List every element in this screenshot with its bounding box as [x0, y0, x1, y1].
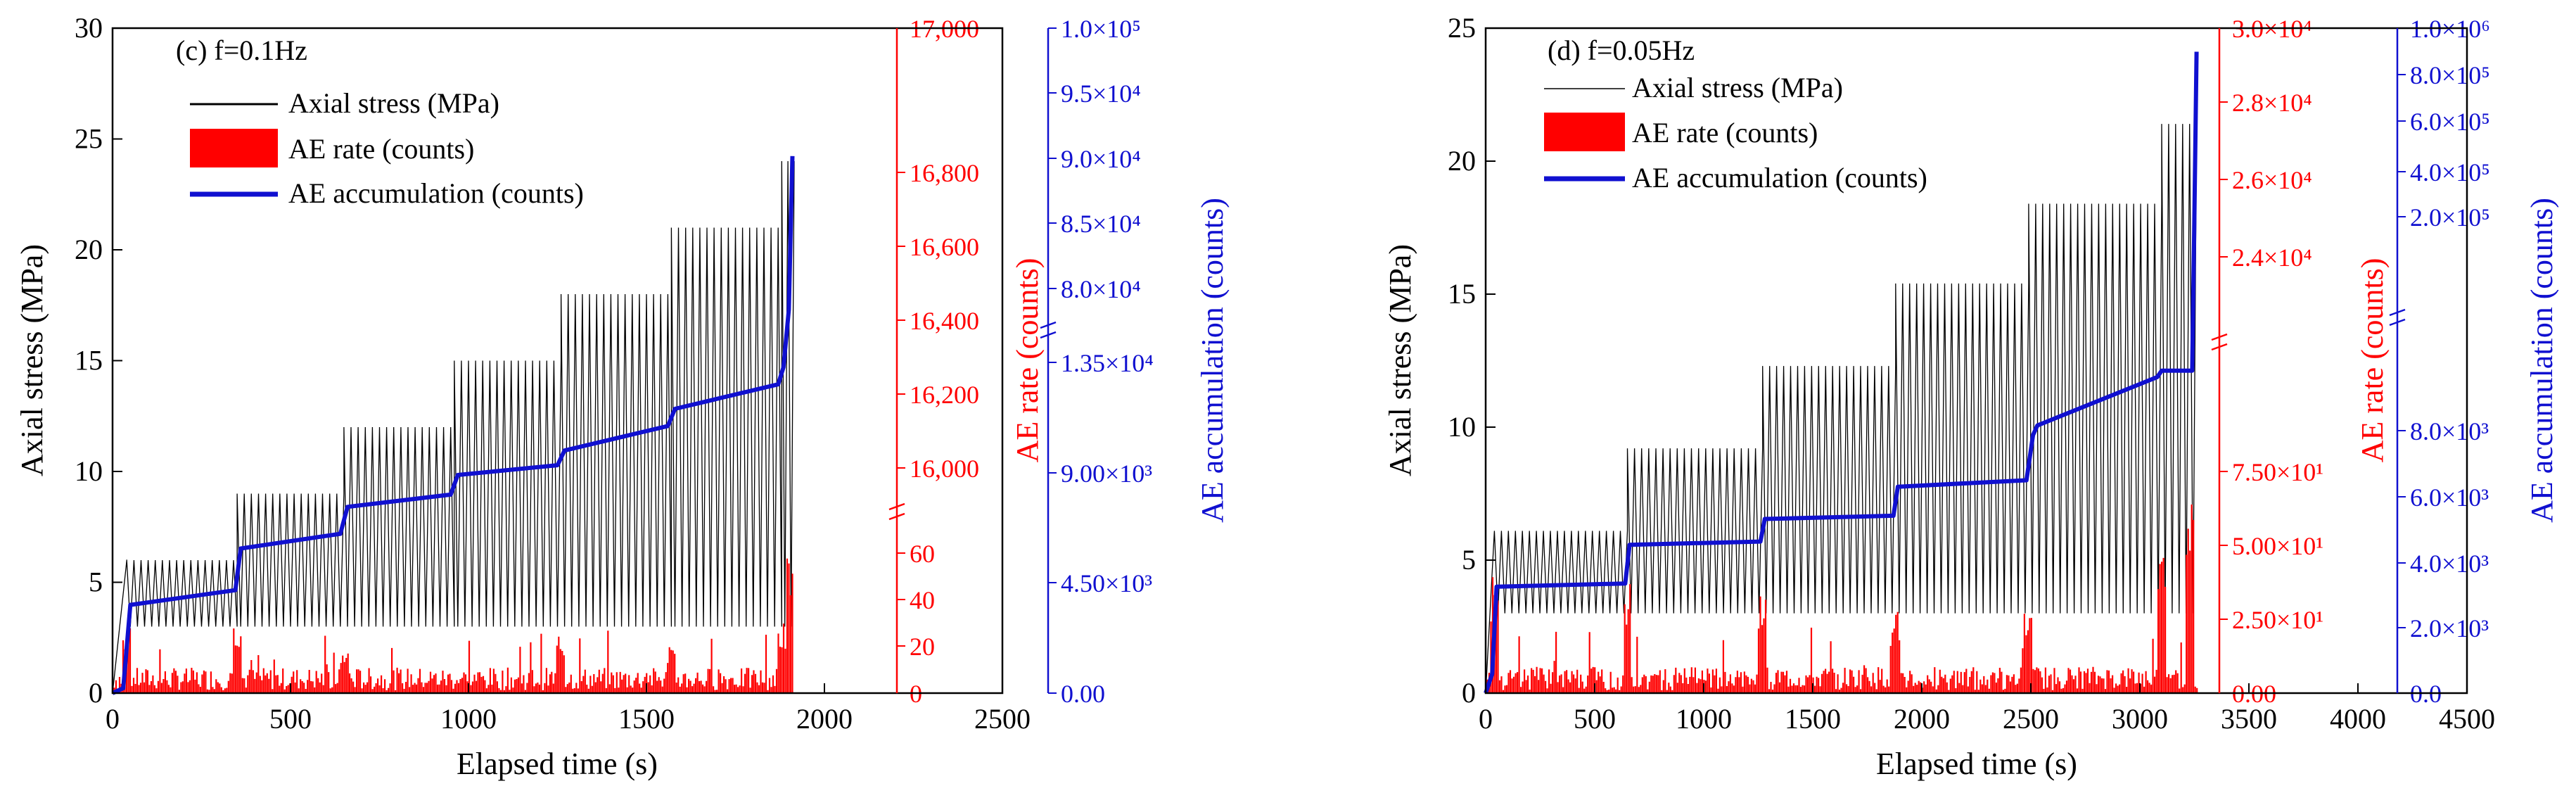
- panel-d-marks: 0 500 1000 1500 2000 2500 3000 3500 4000 4500 0 5 10…: [1448, 12, 2495, 735]
- x-tick-label: 2000: [796, 703, 853, 735]
- panel-c-xlabel: Elapsed time (s): [457, 747, 658, 781]
- acc-tick-label: 4.50×10³: [1061, 569, 1152, 597]
- panel-c-acc-axis-label: AE accumulation (counts): [1195, 198, 1230, 523]
- rate-tick-label: 7.50×10¹: [2232, 458, 2323, 486]
- panel-d: 0 500 1000 1500 2000 2500 3000 3500 4000 4500 0 5 10…: [1383, 12, 2559, 781]
- rate-tick-label: 16,400: [910, 307, 979, 335]
- acc-tick-label: 4.0×10⁵: [2410, 158, 2490, 186]
- rate-tick-label: 2.6×10⁴: [2232, 166, 2312, 194]
- x-tick-label: 1500: [618, 703, 675, 735]
- panel-c: 0 500 1000 1500 2000 250005101520253002040601…: [15, 12, 1230, 781]
- rate-tick-label: 16,200: [910, 381, 979, 409]
- x-tick-label: 0: [106, 703, 120, 735]
- panel-d-acc-axis-label: AE accumulation (counts): [2525, 198, 2559, 523]
- acc-tick-label: 8.0×10⁴: [1061, 275, 1141, 303]
- x-tick-label: 2500: [974, 703, 1031, 735]
- y-tick-label: 15: [1448, 278, 1476, 310]
- panel-d-rate-axis-label: AE rate (counts): [2355, 258, 2390, 463]
- y-tick-label: 25: [1448, 12, 1476, 44]
- panel-d-legend: Axial stress (MPa) AE rate (counts) AE a…: [1544, 72, 1927, 194]
- acc-tick-label: 9.00×10³: [1061, 459, 1152, 488]
- panel-d-plot-frame: [1484, 27, 2468, 695]
- acc-tick-label: 0.00: [1061, 680, 1105, 708]
- x-tick-label: 3000: [2112, 703, 2168, 735]
- panel-c-plot-frame: [111, 27, 1004, 695]
- legend-stress-label: Axial stress (MPa): [1632, 72, 1843, 103]
- ae-rate-series: [111, 558, 793, 693]
- y-tick-label: 5: [89, 566, 103, 598]
- rate-tick-label: 16,600: [910, 233, 979, 261]
- y-tick-label: 30: [75, 12, 103, 44]
- acc-tick-label: 2.0×10⁵: [2410, 203, 2490, 232]
- panel-c-marks: 0 500 1000 1500 2000 250005101520253002040601…: [75, 12, 1154, 735]
- acc-tick-label: 4.0×10³: [2410, 550, 2489, 578]
- acc-tick-label: 1.35×10⁴: [1061, 349, 1154, 377]
- ae-accumulation-series: [1484, 51, 2199, 694]
- rate-tick-label: 5.00×10¹: [2232, 532, 2323, 560]
- x-tick-label: 500: [1574, 703, 1616, 735]
- y-tick-label: 0: [1462, 677, 1476, 709]
- axial-stress-series: [1485, 124, 2198, 694]
- y-tick-label: 20: [1448, 145, 1476, 177]
- y-tick-label: 10: [1448, 411, 1476, 443]
- acc-tick-label: 9.0×10⁴: [1061, 145, 1141, 173]
- acc-tick-label: 9.5×10⁴: [1061, 80, 1141, 108]
- legend-acc-label: AE accumulation (counts): [288, 177, 584, 209]
- acc-tick-label: 2.0×10³: [2410, 614, 2489, 642]
- panel-c-left-ylabel: Axial stress (MPa): [15, 244, 49, 476]
- y-tick-label: 25: [75, 123, 103, 155]
- x-tick-label: 2000: [1894, 703, 1950, 735]
- legend-acc-label: AE accumulation (counts): [1632, 162, 1927, 194]
- rate-tick-label: 60: [910, 540, 935, 568]
- x-tick-label: 1000: [440, 703, 497, 735]
- legend-rate-swatch: [190, 129, 278, 167]
- y-tick-label: 10: [75, 455, 103, 487]
- rate-tick-label: 40: [910, 586, 935, 614]
- x-tick-label: 2500: [2003, 703, 2059, 735]
- x-tick-label: 3500: [2221, 703, 2277, 735]
- rate-tick-label: 2.50×10¹: [2232, 606, 2323, 634]
- y-tick-label: 20: [75, 234, 103, 265]
- x-tick-label: 500: [269, 703, 312, 735]
- acc-tick-label: 6.0×10³: [2410, 483, 2489, 512]
- x-tick-label: 4500: [2439, 703, 2495, 735]
- x-tick-label: 0: [1479, 703, 1493, 735]
- legend-rate-label: AE rate (counts): [1632, 117, 1818, 148]
- panel-c-rate-axis-label: AE rate (counts): [1010, 258, 1045, 463]
- acc-tick-label: 8.0×10⁵: [2410, 61, 2490, 89]
- rate-tick-label: 16,800: [910, 159, 979, 187]
- rate-tick-label: 20: [910, 633, 935, 661]
- acc-tick-label: 1.0×10⁵: [1061, 15, 1141, 43]
- y-tick-label: 0: [89, 677, 103, 709]
- rate-tick-label: 2.8×10⁴: [2232, 89, 2312, 117]
- rate-tick-label: 2.4×10⁴: [2232, 243, 2312, 272]
- legend-rate-label: AE rate (counts): [288, 133, 474, 165]
- x-tick-label: 1000: [1676, 703, 1732, 735]
- axial-stress-series: [112, 160, 795, 694]
- acc-tick-label: 6.0×10⁵: [2410, 108, 2490, 136]
- panel-d-xlabel: Elapsed time (s): [1876, 747, 2077, 781]
- acc-tick-label: 8.0×10³: [2410, 417, 2489, 445]
- panel-c-legend: Axial stress (MPa) AE rate (counts) AE a…: [190, 87, 584, 209]
- x-tick-label: 4000: [2330, 703, 2386, 735]
- y-tick-label: 5: [1462, 544, 1476, 576]
- panel-c-label: (c) f=0.1Hz: [176, 34, 307, 66]
- acc-tick-label: 8.5×10⁴: [1061, 210, 1141, 238]
- ae-accumulation-series: [111, 156, 795, 695]
- x-tick-label: 1500: [1785, 703, 1841, 735]
- y-tick-label: 15: [75, 345, 103, 376]
- legend-rate-swatch: [1544, 113, 1625, 151]
- legend-stress-label: Axial stress (MPa): [288, 87, 499, 119]
- rate-tick-label: 16,000: [910, 455, 979, 483]
- panel-d-label: (d) f=0.05Hz: [1548, 34, 1695, 66]
- panel-d-left-ylabel: Axial stress (MPa): [1383, 244, 1417, 476]
